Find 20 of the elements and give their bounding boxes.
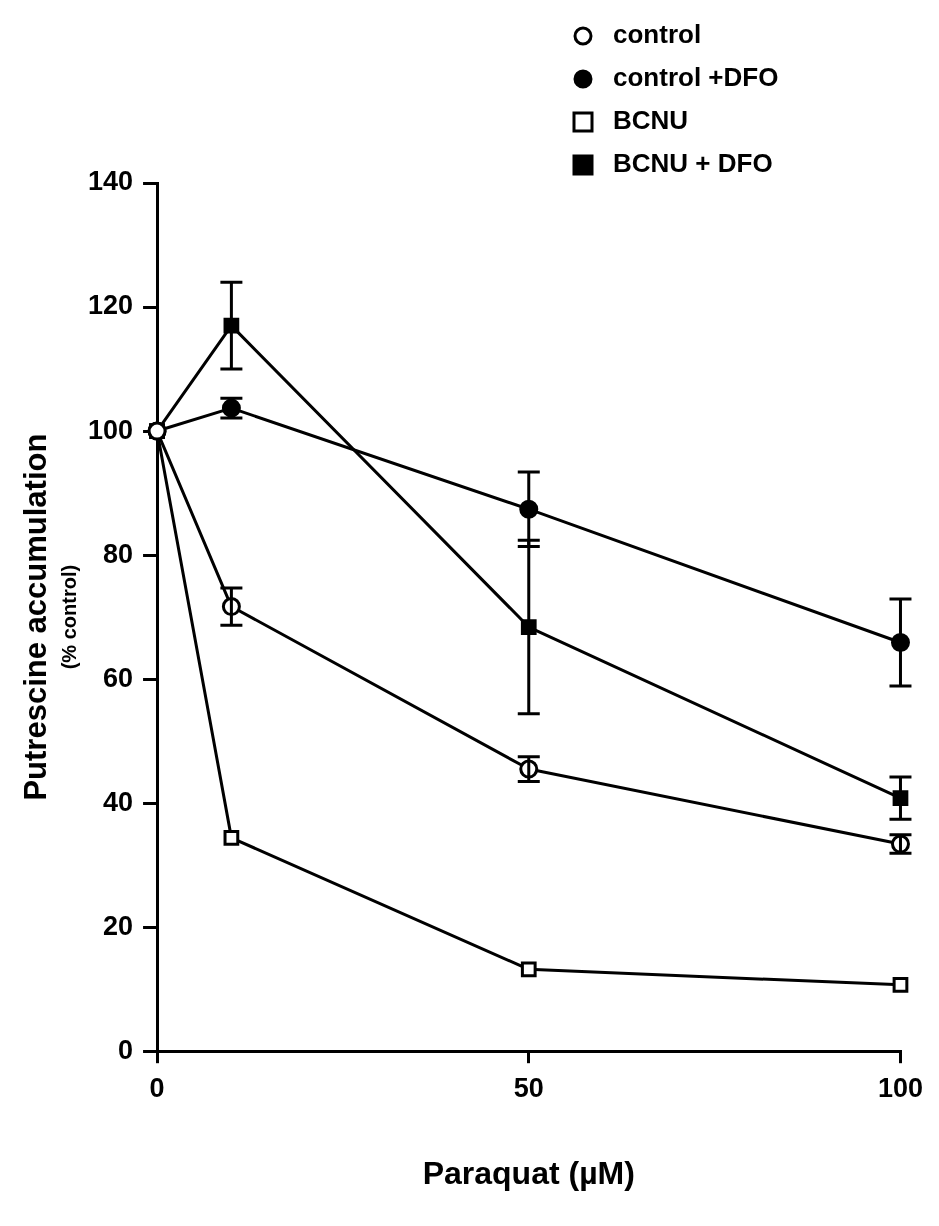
y-tick-label: 140 xyxy=(87,166,134,197)
point xyxy=(223,830,240,846)
legend-label: control +DFO xyxy=(613,62,779,93)
legend-label: control xyxy=(613,19,702,50)
legend-label: BCNU xyxy=(613,105,689,136)
x-tick-label: 100 xyxy=(877,1072,924,1103)
y-tick-label: 80 xyxy=(103,538,134,569)
y-tick-label: 40 xyxy=(103,786,134,817)
y-tick-label: 120 xyxy=(87,290,134,321)
x-tick-label: 50 xyxy=(513,1072,544,1103)
point xyxy=(520,961,537,978)
y-tick-label: 60 xyxy=(103,662,134,693)
point xyxy=(892,976,909,993)
x-tick-label: 0 xyxy=(149,1072,165,1103)
y-tick-label: 0 xyxy=(118,1034,134,1065)
y-tick-label: 100 xyxy=(87,414,134,445)
y-tick-label: 20 xyxy=(103,910,134,941)
legend-label: BCNU + DFO xyxy=(613,148,773,179)
x-axis-title: Paraquat (µM) xyxy=(422,1154,635,1191)
y-axis-title: Putrescine accumulation (% control) xyxy=(18,433,80,801)
